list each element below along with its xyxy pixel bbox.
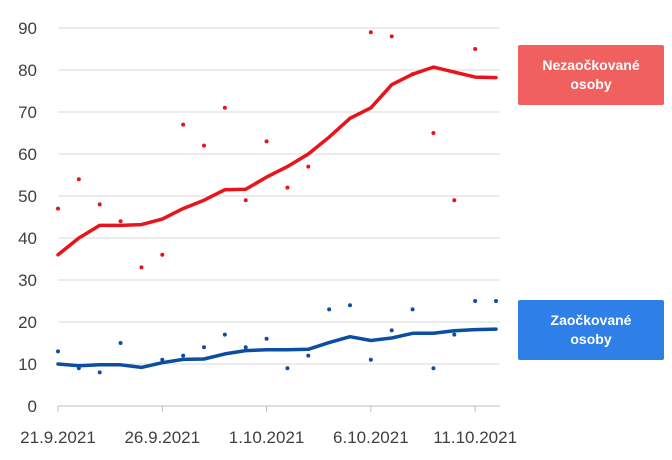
data-point-vaccinated [202, 345, 206, 350]
data-point-unvaccinated [243, 198, 248, 203]
series-group [56, 30, 498, 375]
data-point-vaccinated [368, 357, 373, 362]
y-tick-label: 80 [18, 61, 37, 80]
data-point-vaccinated [431, 366, 436, 371]
x-tick-label: 26.9.2021 [124, 428, 200, 447]
x-axis [57, 405, 500, 412]
y-tick-labels: 0 10 20 30 40 50 60 70 80 90 [18, 19, 37, 416]
data-point-unvaccinated [139, 265, 144, 270]
gridlines [58, 27, 500, 365]
data-point-vaccinated [243, 345, 248, 350]
legend-vaccinated: Zaočkované osoby [518, 300, 664, 360]
data-point-unvaccinated [118, 219, 123, 224]
data-point-vaccinated [389, 328, 394, 333]
data-point-unvaccinated [222, 105, 227, 110]
data-point-vaccinated [410, 307, 415, 312]
data-point-vaccinated [76, 366, 81, 371]
data-point-unvaccinated [285, 185, 290, 190]
x-tick-label: 1.10.2021 [229, 428, 305, 447]
y-tick-label: 90 [18, 19, 37, 38]
y-tick-label: 70 [18, 103, 37, 122]
legend-unvaccinated-label: Nezaočkované osoby [542, 57, 640, 92]
data-point-vaccinated [181, 353, 186, 358]
data-point-unvaccinated [452, 198, 457, 203]
data-point-vaccinated [222, 332, 227, 337]
data-point-unvaccinated [181, 122, 186, 127]
data-point-unvaccinated [264, 139, 269, 144]
data-point-unvaccinated [473, 47, 478, 51]
data-point-vaccinated [452, 332, 457, 337]
y-tick-label: 10 [18, 355, 37, 374]
y-tick-label: 60 [18, 145, 37, 164]
series-line-vaccinated [56, 327, 498, 370]
data-point-vaccinated [473, 299, 478, 303]
data-point-unvaccinated [410, 72, 415, 77]
data-point-vaccinated [494, 299, 498, 303]
data-point-unvaccinated [56, 206, 60, 211]
x-tick-label: 11.10.2021 [433, 428, 517, 447]
data-point-vaccinated [97, 370, 102, 375]
data-point-unvaccinated [76, 177, 81, 182]
y-tick-label: 40 [18, 229, 37, 248]
data-point-vaccinated [348, 303, 352, 308]
x-tick-label: 21.9.2021 [20, 428, 96, 447]
y-tick-label: 30 [18, 271, 37, 290]
data-point-vaccinated [56, 349, 60, 354]
legend-unvaccinated: Nezaočkované osoby [518, 45, 664, 105]
y-tick-label: 0 [28, 397, 37, 416]
data-point-unvaccinated [160, 252, 165, 257]
data-point-unvaccinated [306, 164, 311, 169]
series-line-unvaccinated [56, 65, 498, 257]
x-tick-label: 6.10.2021 [333, 428, 409, 447]
data-point-vaccinated [118, 341, 123, 345]
data-point-unvaccinated [431, 131, 436, 135]
data-point-unvaccinated [368, 30, 373, 35]
x-tick-labels: 21.9.2021 26.9.2021 1.10.2021 6.10.2021 11.1… [20, 428, 517, 447]
legend-vaccinated-label: Zaočkované osoby [550, 312, 632, 347]
data-point-vaccinated [327, 307, 332, 312]
data-point-vaccinated [160, 357, 165, 362]
data-point-vaccinated [306, 353, 311, 358]
data-point-vaccinated [264, 336, 269, 341]
data-point-unvaccinated [389, 34, 394, 39]
data-point-unvaccinated [97, 202, 102, 207]
data-point-unvaccinated [202, 143, 206, 148]
data-point-vaccinated [285, 366, 290, 371]
y-tick-label: 50 [18, 187, 37, 206]
y-tick-label: 20 [18, 313, 37, 332]
